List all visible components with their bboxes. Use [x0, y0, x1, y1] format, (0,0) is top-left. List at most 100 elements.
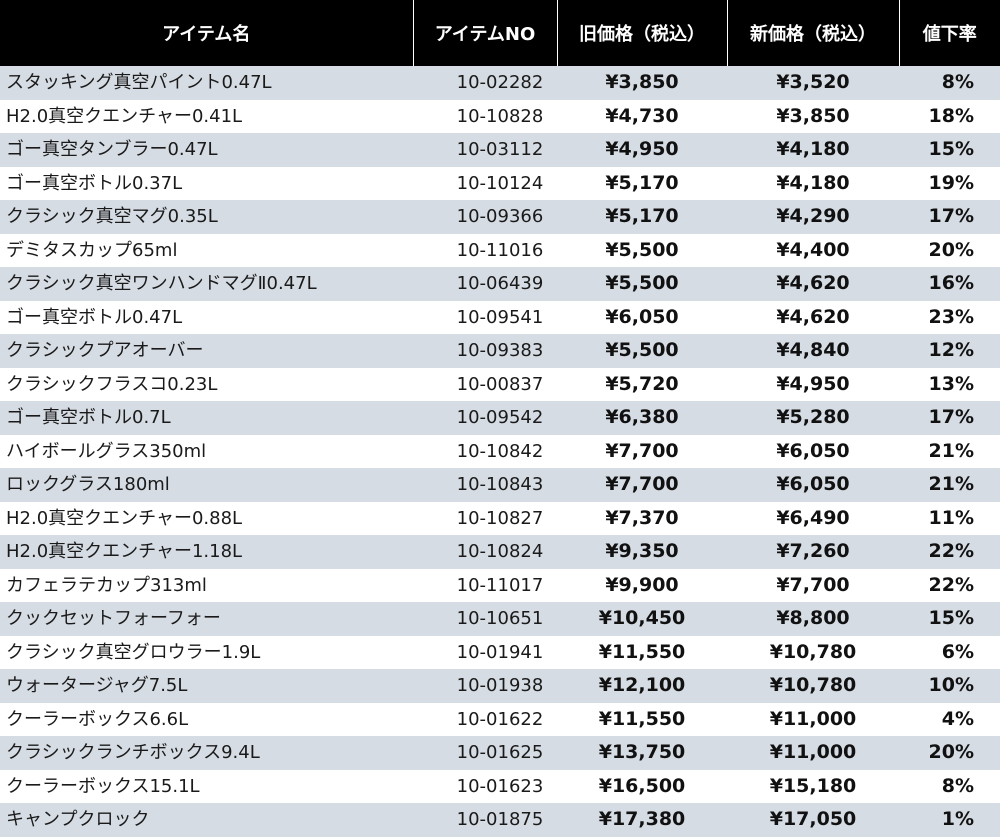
table-row: ゴー真空ボトル0.7L 10-09542 ¥6,380 ¥5,280 17%: [0, 401, 1000, 435]
old-price-cell: ¥7,700: [557, 468, 727, 502]
item-no-cell: 10-01625: [413, 736, 557, 770]
old-price-cell: ¥5,500: [557, 334, 727, 368]
item-no-cell: 10-06439: [413, 267, 557, 301]
table-row: クックセットフォーフォー 10-10651 ¥10,450 ¥8,800 15%: [0, 602, 1000, 636]
new-price-cell: ¥4,840: [727, 334, 899, 368]
discount-rate-cell: 15%: [899, 133, 1000, 167]
item-no-cell: 10-09383: [413, 334, 557, 368]
discount-rate-cell: 18%: [899, 99, 1000, 133]
item-no-cell: 10-01938: [413, 669, 557, 703]
table-row: デミタスカップ65ml 10-11016 ¥5,500 ¥4,400 20%: [0, 233, 1000, 267]
table-row: H2.0真空クエンチャー0.41L 10-10828 ¥4,730 ¥3,850 18%: [0, 99, 1000, 133]
discount-rate-cell: 21%: [899, 434, 1000, 468]
old-price-cell: ¥12,100: [557, 669, 727, 703]
discount-rate-cell: 8%: [899, 66, 1000, 100]
new-price-cell: ¥7,700: [727, 568, 899, 602]
table-row: クラシックフラスコ0.23L 10-00837 ¥5,720 ¥4,950 13%: [0, 367, 1000, 401]
new-price-cell: ¥4,950: [727, 367, 899, 401]
new-price-cell: ¥3,520: [727, 66, 899, 100]
item-name-cell: ロックグラス180ml: [0, 468, 413, 502]
old-price-cell: ¥9,900: [557, 568, 727, 602]
new-price-cell: ¥15,180: [727, 769, 899, 803]
table-row: クラシック真空ワンハンドマグⅡ0.47L 10-06439 ¥5,500 ¥4,620…: [0, 267, 1000, 301]
item-no-cell: 10-03112: [413, 133, 557, 167]
discount-rate-cell: 20%: [899, 233, 1000, 267]
old-price-cell: ¥6,380: [557, 401, 727, 435]
table-row: クーラーボックス6.6L 10-01622 ¥11,550 ¥11,000 4%: [0, 702, 1000, 736]
table-row: クラシック真空マグ0.35L 10-09366 ¥5,170 ¥4,290 17%: [0, 200, 1000, 234]
item-name-cell: クーラーボックス6.6L: [0, 702, 413, 736]
item-name-cell: クラシック真空マグ0.35L: [0, 200, 413, 234]
discount-rate-cell: 12%: [899, 334, 1000, 368]
discount-rate-cell: 20%: [899, 736, 1000, 770]
old-price-cell: ¥4,730: [557, 99, 727, 133]
item-no-cell: 10-00837: [413, 367, 557, 401]
old-price-cell: ¥13,750: [557, 736, 727, 770]
old-price-cell: ¥7,370: [557, 501, 727, 535]
item-name-cell: デミタスカップ65ml: [0, 233, 413, 267]
header-row: アイテム名 アイテムNO 旧価格（税込） 新価格（税込） 値下率: [0, 0, 1000, 66]
item-name-cell: クラシックプアオーバー: [0, 334, 413, 368]
new-price-cell: ¥4,290: [727, 200, 899, 234]
table-row: ウォータージャグ7.5L 10-01938 ¥12,100 ¥10,780 10%: [0, 669, 1000, 703]
item-no-cell: 10-10843: [413, 468, 557, 502]
table-row: キャンプクロック 10-01875 ¥17,380 ¥17,050 1%: [0, 803, 1000, 837]
item-name-cell: クラシック真空グロウラー1.9L: [0, 635, 413, 669]
table-row: クーラーボックス15.1L 10-01623 ¥16,500 ¥15,180 8%: [0, 769, 1000, 803]
old-price-cell: ¥10,450: [557, 602, 727, 636]
old-price-cell: ¥5,500: [557, 233, 727, 267]
discount-rate-cell: 19%: [899, 166, 1000, 200]
old-price-cell: ¥4,950: [557, 133, 727, 167]
item-name-cell: ゴー真空ボトル0.7L: [0, 401, 413, 435]
discount-rate-cell: 22%: [899, 535, 1000, 569]
item-no-cell: 10-09542: [413, 401, 557, 435]
item-no-cell: 10-10828: [413, 99, 557, 133]
table-row: クラシックランチボックス9.4L 10-01625 ¥13,750 ¥11,000 20…: [0, 736, 1000, 770]
new-price-cell: ¥6,490: [727, 501, 899, 535]
new-price-cell: ¥11,000: [727, 702, 899, 736]
discount-rate-cell: 21%: [899, 468, 1000, 502]
item-no-cell: 10-09541: [413, 300, 557, 334]
table-row: クラシックプアオーバー 10-09383 ¥5,500 ¥4,840 12%: [0, 334, 1000, 368]
new-price-cell: ¥4,180: [727, 133, 899, 167]
old-price-cell: ¥5,720: [557, 367, 727, 401]
item-no-cell: 10-10651: [413, 602, 557, 636]
old-price-cell: ¥11,550: [557, 635, 727, 669]
header-item-name: アイテム名: [0, 0, 413, 66]
table-row: ゴー真空タンブラー0.47L 10-03112 ¥4,950 ¥4,180 15%: [0, 133, 1000, 167]
discount-rate-cell: 13%: [899, 367, 1000, 401]
item-no-cell: 10-11016: [413, 233, 557, 267]
old-price-cell: ¥5,170: [557, 200, 727, 234]
table-row: ハイボールグラス350ml 10-10842 ¥7,700 ¥6,050 21%: [0, 434, 1000, 468]
table-row: クラシック真空グロウラー1.9L 10-01941 ¥11,550 ¥10,780 6%: [0, 635, 1000, 669]
new-price-cell: ¥4,180: [727, 166, 899, 200]
old-price-cell: ¥5,170: [557, 166, 727, 200]
item-no-cell: 10-02282: [413, 66, 557, 100]
item-no-cell: 10-10842: [413, 434, 557, 468]
new-price-cell: ¥4,400: [727, 233, 899, 267]
item-name-cell: クラシックフラスコ0.23L: [0, 367, 413, 401]
new-price-cell: ¥10,780: [727, 635, 899, 669]
new-price-cell: ¥8,800: [727, 602, 899, 636]
new-price-cell: ¥11,000: [727, 736, 899, 770]
new-price-cell: ¥10,780: [727, 669, 899, 703]
discount-rate-cell: 23%: [899, 300, 1000, 334]
table-body: スタッキング真空パイント0.47L 10-02282 ¥3,850 ¥3,520 8% H…: [0, 66, 1000, 837]
item-no-cell: 10-10124: [413, 166, 557, 200]
new-price-cell: ¥4,620: [727, 267, 899, 301]
item-no-cell: 10-01941: [413, 635, 557, 669]
header-discount-rate: 値下率: [898, 0, 1000, 66]
item-no-cell: 10-11017: [413, 568, 557, 602]
item-no-cell: 10-01622: [413, 702, 557, 736]
item-no-cell: 10-01623: [413, 769, 557, 803]
old-price-cell: ¥17,380: [557, 803, 727, 837]
old-price-cell: ¥6,050: [557, 300, 727, 334]
item-name-cell: H2.0真空クエンチャー0.41L: [0, 99, 413, 133]
item-name-cell: クラシック真空ワンハンドマグⅡ0.47L: [0, 267, 413, 301]
item-name-cell: クーラーボックス15.1L: [0, 769, 413, 803]
item-name-cell: スタッキング真空パイント0.47L: [0, 66, 413, 100]
discount-rate-cell: 15%: [899, 602, 1000, 636]
item-no-cell: 10-09366: [413, 200, 557, 234]
new-price-cell: ¥17,050: [727, 803, 899, 837]
